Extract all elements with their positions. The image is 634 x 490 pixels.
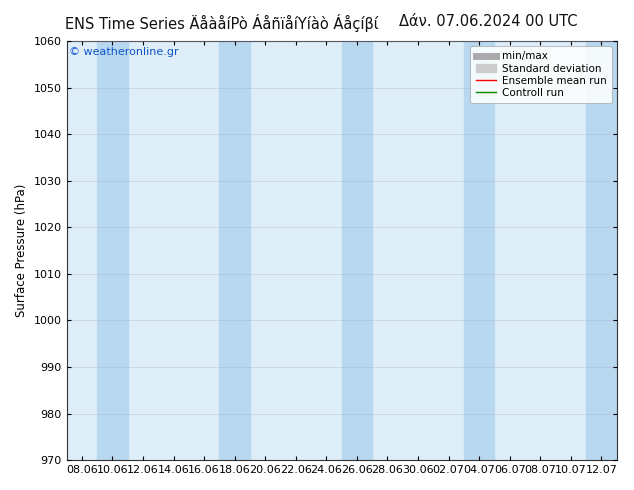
Bar — [586, 41, 617, 460]
Text: © weatheronline.gr: © weatheronline.gr — [69, 48, 179, 57]
Bar — [219, 41, 250, 460]
Bar — [97, 41, 127, 460]
Legend: min/max, Standard deviation, Ensemble mean run, Controll run: min/max, Standard deviation, Ensemble me… — [470, 46, 612, 103]
Text: ENS Time Series ÄåàåíPò ÁåñïåíYíàò Áåçíβί: ENS Time Series ÄåàåíPò ÁåñïåíYíàò Áåçíβ… — [65, 14, 378, 32]
Bar — [342, 41, 372, 460]
Bar — [464, 41, 495, 460]
Text: Δάν. 07.06.2024 00 UTC: Δάν. 07.06.2024 00 UTC — [399, 14, 578, 29]
Y-axis label: Surface Pressure (hPa): Surface Pressure (hPa) — [15, 184, 28, 318]
